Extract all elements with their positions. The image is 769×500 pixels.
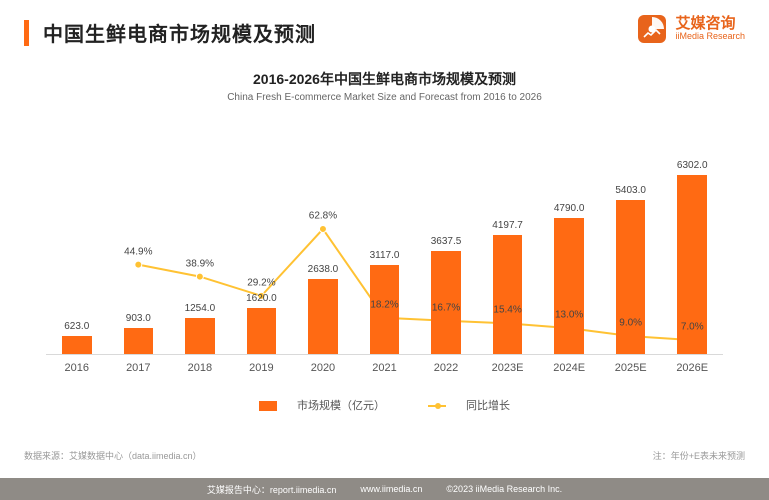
bar: [616, 200, 646, 354]
legend-line-swatch: [428, 405, 446, 407]
x-axis-label: 2017: [108, 362, 168, 374]
line-value-label: 15.4%: [493, 305, 521, 316]
line-value-label: 38.9%: [186, 258, 214, 269]
bar-value-label: 1254.0: [170, 303, 230, 314]
line-value-label: 62.8%: [309, 210, 337, 221]
line-value-label: 13.0%: [555, 309, 583, 320]
legend-line: 同比增长: [418, 400, 520, 412]
line-value-label: 18.2%: [370, 299, 398, 310]
x-axis-label: 2020: [293, 362, 353, 374]
bar: [124, 328, 154, 354]
line-value-label: 16.7%: [432, 302, 460, 313]
line-value-label: 44.9%: [124, 246, 152, 257]
footer-bar-item: ©2023 iiMedia Research Inc.: [446, 484, 562, 494]
x-axis-label: 2018: [170, 362, 230, 374]
bar-value-label: 4197.7: [478, 220, 538, 231]
brand-name-cn: 艾媒咨询: [675, 16, 745, 33]
line-value-label: 9.0%: [619, 317, 642, 328]
chart-title-block: 2016-2026年中国生鲜电商市场规模及预测 China Fresh E-co…: [0, 69, 769, 103]
x-axis-label: 2021: [355, 362, 415, 374]
line-value-label: 7.0%: [681, 321, 704, 332]
chart-title-en: China Fresh E-commerce Market Size and F…: [0, 92, 769, 103]
bar: [185, 318, 215, 354]
legend-bar-swatch: [259, 401, 277, 411]
footer-bar-item: www.iimedia.cn: [360, 484, 422, 494]
plot-region: 623.02016903.020171254.020181620.0201926…: [46, 155, 723, 355]
bar: [554, 218, 584, 354]
bar-value-label: 1620.0: [231, 293, 291, 304]
bar: [62, 336, 92, 354]
brand-icon: [637, 14, 667, 44]
line-value-label: 29.2%: [247, 277, 275, 288]
bar-value-label: 4790.0: [539, 203, 599, 214]
bar: [308, 279, 338, 354]
x-axis-label: 2019: [231, 362, 291, 374]
x-axis-label: 2022: [416, 362, 476, 374]
legend-line-label: 同比增长: [466, 400, 510, 412]
chart-title-cn: 2016-2026年中国生鲜电商市场规模及预测: [0, 69, 769, 89]
bar-value-label: 5403.0: [601, 185, 661, 196]
bar-value-label: 3637.5: [416, 236, 476, 247]
bar-value-label: 2638.0: [293, 264, 353, 275]
bar-value-label: 3117.0: [355, 250, 415, 261]
x-axis-label: 2023E: [478, 362, 538, 374]
brand-logo: 艾媒咨询 iiMedia Research: [637, 14, 745, 44]
x-axis-label: 2025E: [601, 362, 661, 374]
footer-note: 注：年份+E表未来预测: [653, 449, 745, 462]
bar-value-label: 903.0: [108, 313, 168, 324]
legend: 市场规模（亿元） 同比增长: [0, 397, 769, 413]
x-axis-label: 2016: [47, 362, 107, 374]
chart-area: 623.0 2016 903.0 2017 1254.0 2018 1620.0 2019 26…: [46, 131, 723, 391]
x-axis-label: 2024E: [539, 362, 599, 374]
legend-bar: 市场规模（亿元）: [249, 400, 398, 412]
footer-bar-item: 艾媒报告中心：report.iimedia.cn: [207, 483, 337, 496]
bar: [247, 308, 277, 354]
footer-source: 数据来源：艾媒数据中心（data.iimedia.cn）: [24, 449, 202, 462]
brand-name-en: iiMedia Research: [675, 32, 745, 42]
legend-bar-label: 市场规模（亿元）: [297, 400, 385, 412]
title-accent-bar: [24, 20, 29, 46]
x-axis-label: 2026E: [662, 362, 722, 374]
page-title: 中国生鲜电商市场规模及预测: [43, 18, 316, 47]
bar: [493, 235, 523, 354]
bar-value-label: 623.0: [47, 321, 107, 332]
footer-bar: 艾媒报告中心：report.iimedia.cn www.iimedia.cn ©2…: [0, 478, 769, 500]
bar-value-label: 6302.0: [662, 160, 722, 171]
